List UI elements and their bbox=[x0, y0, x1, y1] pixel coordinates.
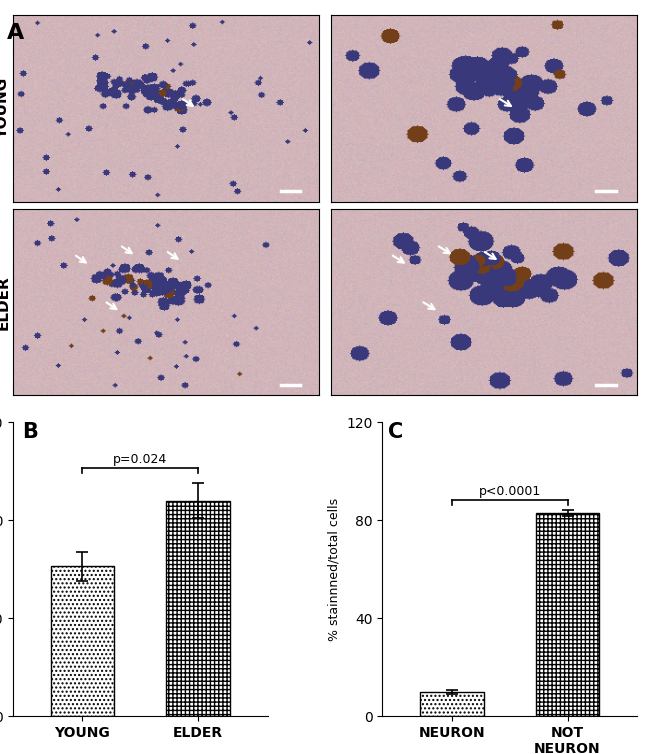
Y-axis label: ELDER: ELDER bbox=[0, 274, 10, 329]
Y-axis label: YOUNG: YOUNG bbox=[0, 78, 10, 139]
Text: C: C bbox=[388, 422, 404, 443]
Bar bbox=[536, 513, 599, 716]
Bar bbox=[51, 566, 114, 716]
Bar bbox=[420, 692, 484, 716]
Y-axis label: % stainnned/total cells: % stainnned/total cells bbox=[328, 498, 341, 641]
Text: A: A bbox=[6, 23, 24, 43]
Text: p=0.024: p=0.024 bbox=[113, 452, 168, 465]
Text: p<0.0001: p<0.0001 bbox=[478, 485, 541, 498]
Text: B: B bbox=[22, 422, 38, 443]
Bar bbox=[166, 501, 230, 716]
